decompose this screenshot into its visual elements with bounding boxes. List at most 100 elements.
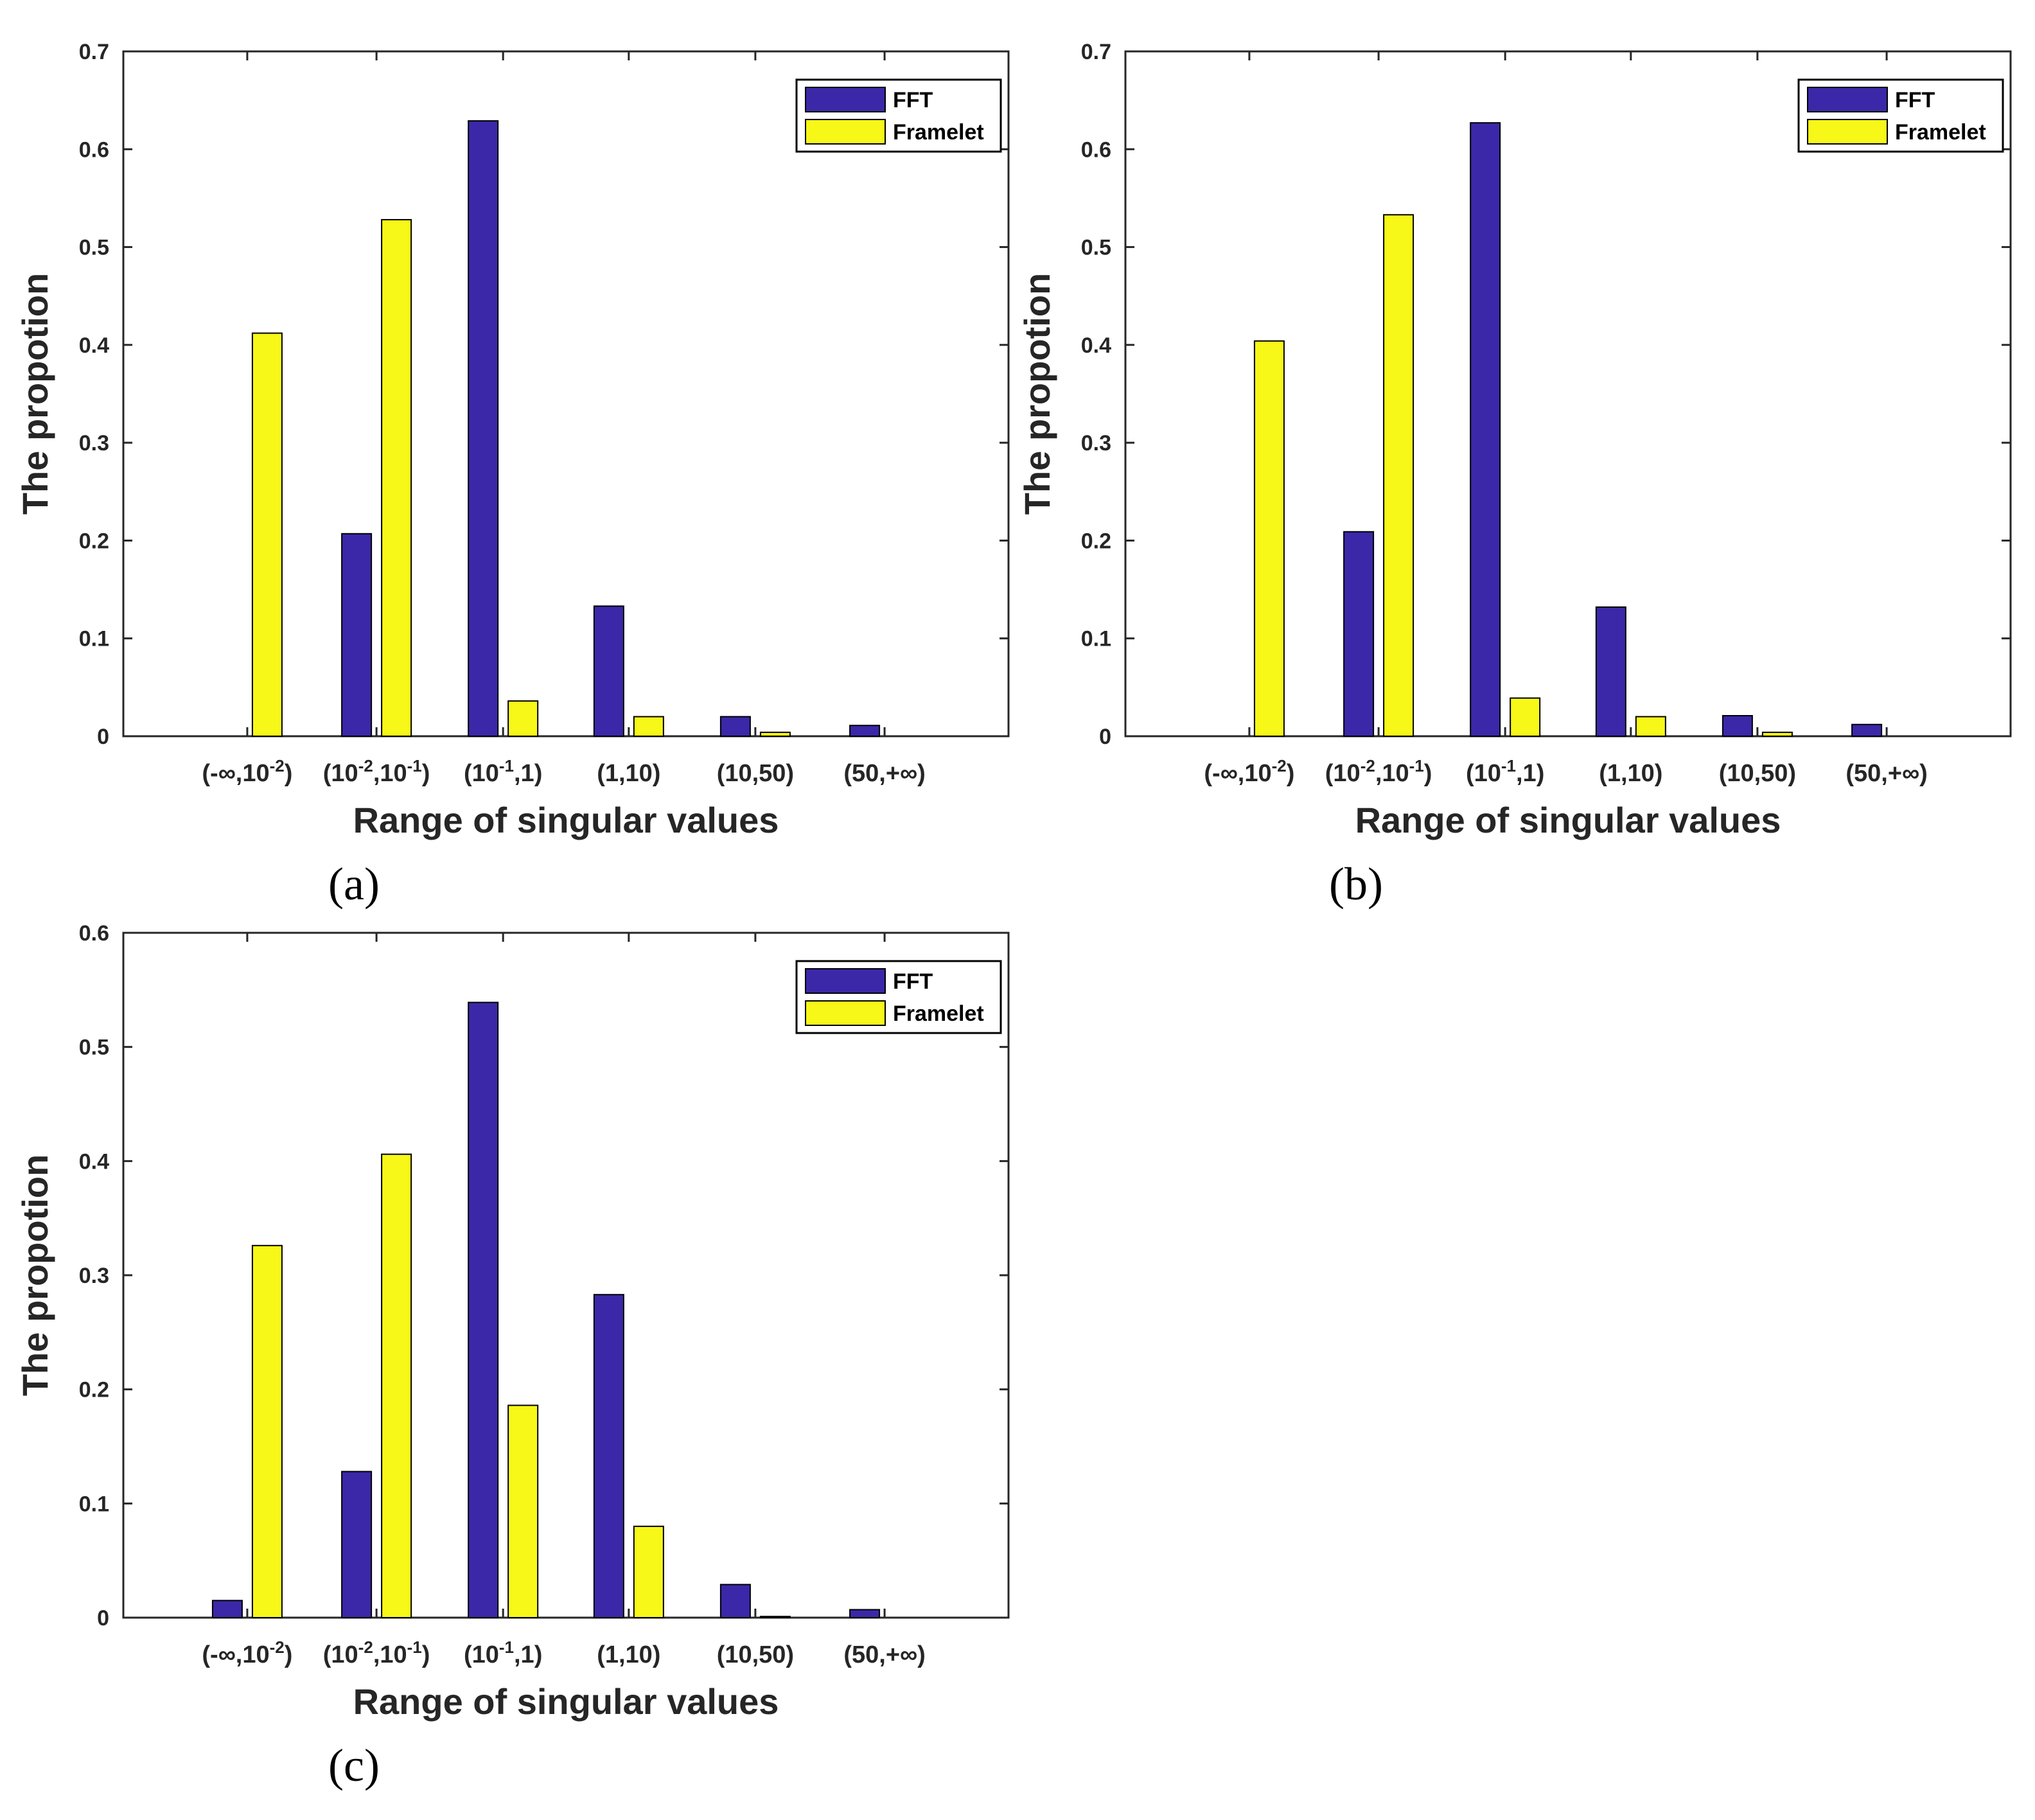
x-axis-title: Range of singular values: [1355, 800, 1781, 840]
bar-framelet-2: [381, 218, 412, 737]
x-tick-label-base: (-∞,10: [202, 760, 269, 787]
x-tick-label-exponent: -2: [1361, 756, 1375, 775]
legend-swatch-framelet: [805, 1000, 886, 1026]
y-tick-label: 0.6: [1081, 137, 1111, 162]
x-tick-label: (50,+∞): [843, 760, 925, 787]
bar-fft-2: [341, 1471, 373, 1618]
bar-fft-4: [593, 605, 624, 738]
x-tick-label-base: (10,50): [717, 760, 794, 787]
y-tick-label: 0.4: [79, 1149, 109, 1174]
legend-label-framelet: Framelet: [893, 120, 984, 145]
legend-swatch-fft: [805, 968, 886, 994]
x-axis-title: Range of singular values: [353, 800, 779, 840]
x-tick-label: (-∞,10-2): [202, 1638, 292, 1668]
bar-framelet-5: [1761, 731, 1793, 737]
y-tick-label: 0.5: [79, 1036, 109, 1060]
x-tick-label-tail: ): [285, 760, 293, 787]
legend-label-framelet: Framelet: [1895, 120, 1986, 145]
x-tick-label: (10,50): [717, 760, 794, 787]
x-tick-label-exponent: -1: [499, 1638, 514, 1657]
y-tick-label: 0.1: [1081, 627, 1111, 651]
y-tick-label: 0.7: [1081, 40, 1111, 64]
x-tick-label-exponent-2: -1: [407, 1638, 422, 1657]
legend-swatch-fft: [1807, 87, 1888, 112]
x-tick-label-mid: ,10: [373, 760, 407, 787]
bar-fft-3: [468, 120, 499, 737]
x-tick-label-tail: ): [422, 760, 430, 787]
y-tick-label: 0.2: [1081, 529, 1111, 553]
y-tick-label: 0.5: [1081, 236, 1111, 260]
x-tick-label: (-∞,10-2): [1204, 756, 1294, 787]
y-axis-title: The propotion: [15, 273, 55, 515]
x-tick-label-exponent: -2: [358, 756, 373, 775]
panel-caption: (b): [1329, 858, 1383, 910]
x-tick-label-tail: ,1): [514, 1641, 542, 1668]
x-tick-label-exponent: -2: [270, 756, 285, 775]
x-tick-label-base: (10: [464, 760, 499, 787]
chart-panel-3: 00.10.20.30.40.50.6(-∞,10-2) (10-2,10-1)(…: [15, 921, 1010, 1791]
x-tick-label: (1,10): [1599, 760, 1662, 787]
x-tick-label-base: (1,10): [597, 760, 660, 787]
bar-framelet-3: [1510, 697, 1541, 737]
bar-framelet-4: [1635, 716, 1666, 737]
bar-framelet-1: [1253, 340, 1285, 737]
legend-label-fft: FFT: [893, 969, 933, 994]
x-tick-label-mid: ,10: [1375, 760, 1409, 787]
legend-swatch-framelet: [805, 119, 886, 145]
x-tick-label-mid: ,10: [373, 1641, 407, 1668]
bar-framelet-4: [633, 716, 664, 737]
x-tick-label-base: (50,+∞): [843, 760, 925, 787]
bar-framelet-3: [507, 700, 539, 737]
bar-fft-6: [1851, 723, 1883, 737]
bar-framelet-2: [1383, 214, 1414, 737]
bar-fft-1: [211, 1600, 243, 1619]
bar-fft-6: [849, 1609, 881, 1618]
chart-panel-2: 00.10.20.30.40.50.60.7(-∞,10-2) (10-2,10-…: [1017, 40, 2012, 910]
x-tick-label: (10-2,10-1): [323, 1638, 430, 1668]
x-tick-label-base: (1,10): [597, 1641, 660, 1668]
x-tick-label: (50,+∞): [1846, 760, 1927, 787]
bar-fft-4: [1595, 606, 1626, 737]
x-tick-label-base: (10,50): [1719, 760, 1796, 787]
x-tick-label-base: (10: [323, 1641, 358, 1668]
plot-area-frame: [1124, 50, 2012, 738]
x-tick-label-base: (10: [464, 1641, 499, 1668]
y-tick-label: 0: [97, 725, 109, 749]
bar-framelet-2: [381, 1153, 412, 1618]
legend-swatch-framelet: [1807, 119, 1888, 145]
x-tick-label-exponent: -2: [358, 1638, 373, 1657]
x-tick-label: (-∞,10-2): [202, 756, 292, 787]
y-tick-label: 0.1: [79, 627, 109, 651]
bar-fft-3: [468, 1002, 499, 1619]
legend-label-fft: FFT: [1895, 88, 1935, 112]
y-tick-label: 0.7: [79, 40, 109, 64]
y-tick-label: 0.2: [79, 529, 109, 553]
y-tick-label: 0.2: [79, 1378, 109, 1402]
x-tick-label-base: (50,+∞): [843, 1641, 925, 1668]
legend-label-fft: FFT: [893, 88, 933, 112]
y-tick-label: 0.3: [1081, 431, 1111, 455]
x-tick-label-base: (10,50): [717, 1641, 794, 1668]
bar-fft-6: [849, 725, 881, 737]
x-tick-label: (1,10): [597, 760, 660, 787]
x-tick-label: (10-2,10-1): [1325, 756, 1432, 787]
bar-framelet-1: [251, 1244, 283, 1618]
y-tick-label: 0.4: [79, 333, 109, 358]
x-tick-label-base: (50,+∞): [1846, 760, 1927, 787]
bar-framelet-3: [507, 1404, 539, 1619]
bar-fft-4: [593, 1294, 624, 1619]
y-tick-label: 0.1: [79, 1492, 109, 1516]
bar-fft-5: [719, 1584, 751, 1618]
x-tick-label-exponent-2: -1: [1409, 756, 1424, 775]
x-tick-label: (50,+∞): [843, 1641, 925, 1668]
x-tick-label: (10-1,1): [464, 1638, 542, 1668]
legend-swatch-fft: [805, 87, 886, 112]
bar-fft-5: [719, 716, 751, 737]
x-tick-label-tail: ,1): [1516, 760, 1544, 787]
x-tick-label-base: (-∞,10: [202, 1641, 269, 1668]
y-tick-label: 0.5: [79, 236, 109, 260]
x-tick-label-tail: ): [285, 1641, 293, 1668]
chart-panel-1: 00.10.20.30.40.50.60.7(-∞,10-2) (10-2,10-…: [15, 40, 1010, 910]
x-tick-label-tail: ): [1287, 760, 1295, 787]
